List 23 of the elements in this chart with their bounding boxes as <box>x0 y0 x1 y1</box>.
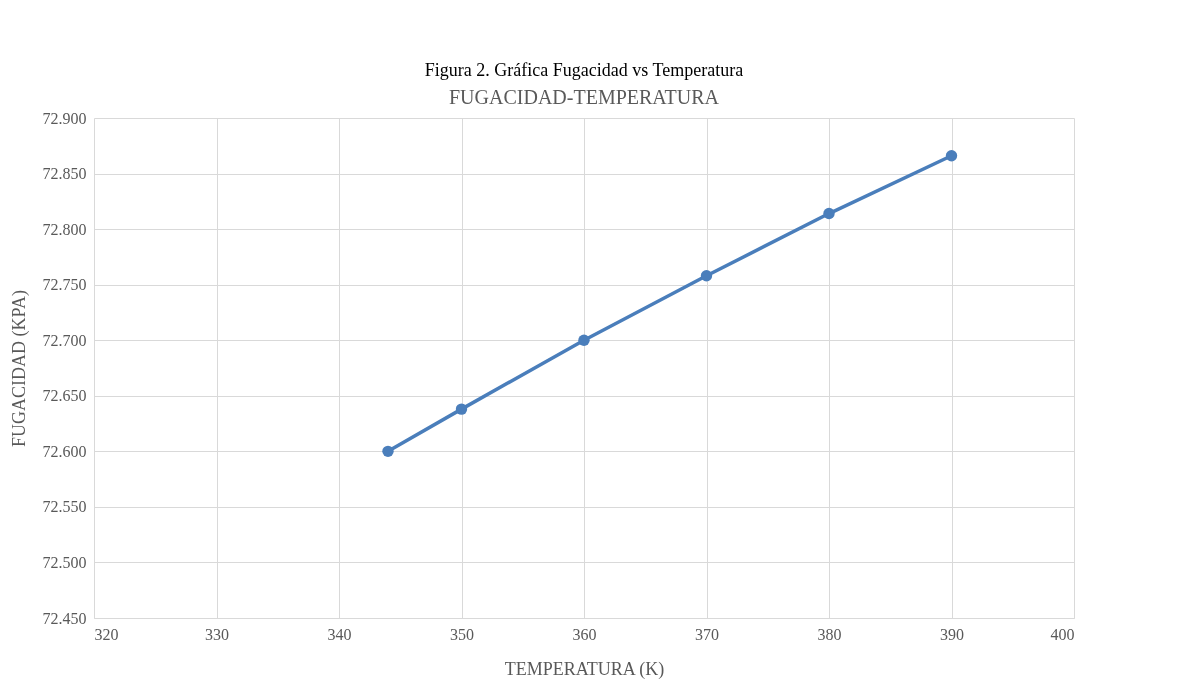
x-tick-label: 390 <box>940 625 964 643</box>
y-tick-label: 72.800 <box>42 220 87 238</box>
x-tick-label: 320 <box>94 625 119 643</box>
x-tick-label: 340 <box>327 625 352 643</box>
x-tick-label: 400 <box>1050 625 1075 643</box>
x-tick-label: 360 <box>572 625 597 643</box>
chart-title: FUGACIDAD-TEMPERATURA <box>448 86 720 108</box>
y-tick-label: 72.500 <box>42 553 87 571</box>
x-tick-label: 330 <box>205 625 229 643</box>
x-tick-label: 370 <box>695 625 719 643</box>
y-axis-title: FUGACIDAD (KPA) <box>8 290 30 447</box>
x-tick-label: 380 <box>817 625 842 643</box>
x-axis-title: TEMPERATURA (K) <box>504 658 665 680</box>
y-tick-label: 72.700 <box>42 331 87 349</box>
x-tick-label: 350 <box>450 625 474 643</box>
y-tick-label: 72.900 <box>42 109 87 127</box>
y-tick-label: 72.450 <box>42 609 87 627</box>
y-tick-label: 72.650 <box>42 387 87 405</box>
y-tick-label: 72.550 <box>42 498 87 516</box>
text: Figura 2. Gráfica Fugacidad vs Temperatura <box>424 60 744 80</box>
y-tick-label: 72.750 <box>42 276 87 294</box>
y-tick-label: 72.850 <box>42 165 87 183</box>
y-tick-label: 72.600 <box>42 442 87 460</box>
